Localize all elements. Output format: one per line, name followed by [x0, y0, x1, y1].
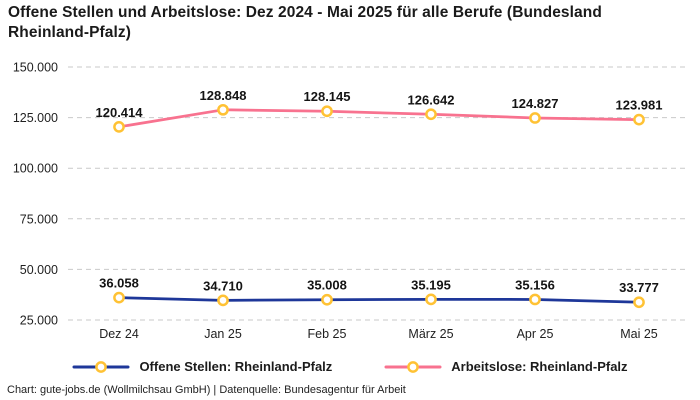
data-point-label: 35.156 [515, 277, 555, 292]
data-point-marker [425, 293, 437, 306]
y-tick-label: 25.000 [20, 314, 58, 328]
data-point-label: 34.710 [203, 278, 243, 293]
data-point-marker [529, 112, 541, 124]
data-point-marker [633, 296, 645, 309]
legend-line-marker-icon [72, 360, 130, 373]
data-point-marker [113, 121, 125, 133]
legend-label-arbeitslose: Arbeitslose: Rheinland-Pfalz [451, 359, 628, 374]
x-tick-label: Jan 25 [204, 327, 242, 341]
data-point-marker [633, 113, 645, 126]
x-tick-label: Dez 24 [99, 327, 139, 341]
chart-plot-area: 25.000 50.000 75.000 100.000 125.000 150.000 D… [13, 61, 687, 341]
data-point-label: 128.145 [304, 89, 351, 104]
y-tick-label: 125.000 [13, 111, 58, 125]
x-tick-label: Mai 25 [620, 327, 658, 341]
chart-source-credit: Chart: gute-jobs.de (Wollmilchsau GmbH) … [7, 384, 406, 396]
data-point-label: 123.981 [616, 98, 663, 113]
data-point-marker [217, 103, 229, 116]
legend-item-offene-stellen: Offene Stellen: Rheinland-Pfalz [72, 359, 332, 374]
data-point-label: 35.008 [307, 278, 347, 293]
y-tick-label: 50.000 [20, 263, 58, 277]
legend-line-marker-icon [384, 360, 442, 373]
x-tick-label: Apr 25 [517, 327, 554, 341]
legend-item-arbeitslose: Arbeitslose: Rheinland-Pfalz [384, 359, 628, 374]
chart-legend: Offene Stellen: Rheinland-Pfalz Arbeitsl… [0, 359, 700, 374]
series-line-0 [117, 296, 641, 304]
y-tick-label: 150.000 [13, 61, 58, 75]
y-tick-label: 75.000 [20, 212, 58, 226]
x-tick-label: März 25 [408, 327, 453, 341]
data-point-marker [217, 294, 229, 307]
y-tick-label: 100.000 [13, 162, 58, 176]
data-point-marker [321, 105, 333, 118]
data-point-marker [425, 108, 437, 121]
x-tick-label: Feb 25 [308, 327, 347, 341]
data-point-label: 120.414 [96, 105, 144, 120]
data-point-label: 33.777 [619, 280, 659, 295]
data-point-marker [529, 293, 541, 306]
chart-title: Offene Stellen und Arbeitslose: Dez 2024… [8, 4, 602, 42]
data-point-label: 124.827 [512, 96, 559, 111]
series-line-1 [117, 108, 641, 129]
data-point-label: 35.195 [411, 277, 451, 292]
data-point-marker [113, 291, 125, 304]
data-point-label: 128.848 [200, 88, 247, 103]
data-point-marker [321, 293, 333, 306]
data-point-label: 126.642 [408, 92, 455, 107]
data-point-label: 36.058 [99, 276, 139, 291]
legend-label-offene-stellen: Offene Stellen: Rheinland-Pfalz [139, 359, 333, 374]
